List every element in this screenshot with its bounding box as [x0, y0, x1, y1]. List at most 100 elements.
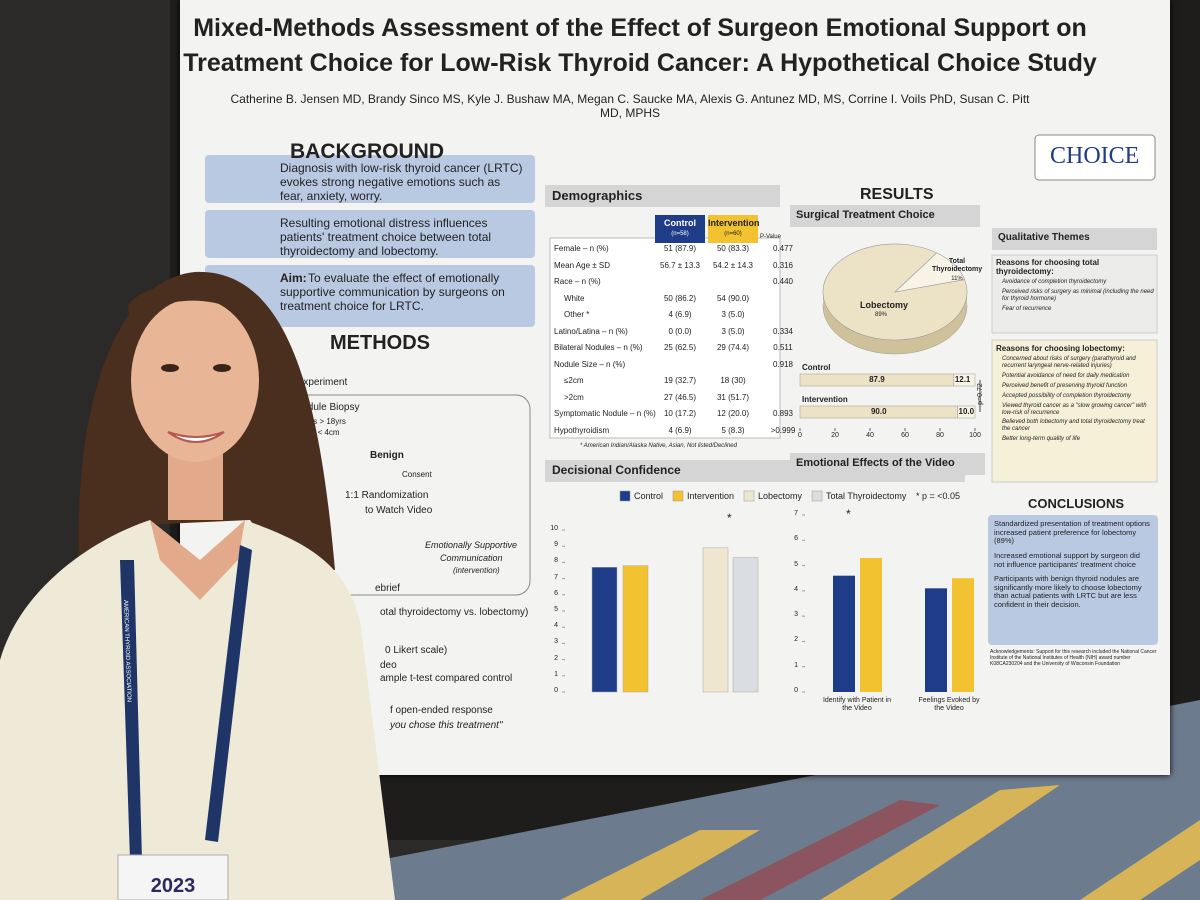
column-note: (n=58): [671, 231, 689, 237]
poster-graphics: [205, 134, 1158, 693]
bar: [591, 567, 618, 693]
pie-value: 89%: [875, 312, 888, 318]
eye: [161, 364, 179, 372]
x-tick-label: 80: [936, 432, 944, 439]
table-cell: 3 (5.0): [721, 326, 745, 336]
method-text: Communication: [440, 553, 503, 563]
y-tick-label: 4: [554, 622, 558, 630]
annotation: *: [846, 507, 851, 521]
bar: [732, 557, 759, 693]
method-text: otal thyroidectomy vs. lobectomy): [380, 607, 529, 618]
theme-group: Reasons for choosing total thyroidectomy…: [996, 258, 1154, 316]
carpet-stripe: [560, 830, 760, 900]
section-title: Demographics: [552, 188, 643, 203]
theme-box: [991, 254, 1158, 334]
y-tick-label: 7: [794, 510, 798, 517]
legend-swatch: [811, 490, 823, 502]
method-text: you chose this treatment": [390, 720, 503, 731]
carpet-stripe: [820, 785, 1060, 900]
x-tick-label: 0: [798, 432, 802, 439]
title: Mixed-Methods Assessment of the Effect o…: [193, 14, 1087, 42]
blouse: [0, 520, 395, 900]
bar-group-label: Intervention: [802, 395, 848, 404]
bar: [957, 405, 976, 419]
method-text: Benign: [370, 450, 404, 461]
theme-group: Reasons for choosing lobectomy: Concerned…: [996, 344, 1154, 446]
table-cell: ≤2cm: [564, 376, 584, 385]
theme-title: Reasons for choosing total thyroidectomy…: [996, 258, 1100, 277]
table-cell: Symptomatic Nodule – n (%): [554, 409, 656, 418]
legend-label: Intervention: [687, 491, 735, 501]
bullet: Resulting emotional distress influences …: [280, 216, 492, 258]
x-tick-label: Identify with Patient in the Video: [822, 697, 892, 713]
table-cell: 50 (86.2): [663, 293, 697, 303]
table-cell: 0.316: [772, 260, 794, 270]
column-header: P-Value: [760, 234, 781, 240]
column-note: (n=60): [724, 231, 742, 237]
theme-item: Perceived risks of surgery as minimal (i…: [1002, 289, 1154, 303]
table-cell: Nodule Size – n (%): [554, 359, 626, 369]
y-tick-label: 5: [554, 606, 558, 613]
neckline: [150, 520, 245, 600]
badge-year: 2023: [151, 875, 196, 897]
table-box: [549, 237, 781, 439]
x-tick-label: 60: [901, 432, 909, 439]
table-cell: Hypothyroidism: [554, 425, 610, 435]
section-header: [545, 185, 780, 207]
title: Treatment Choice for Low-Risk Thyroid Ca…: [183, 49, 1097, 77]
lanyard-text: AMERICAN THYROID ASSOCIATION: [122, 600, 132, 702]
section-title: Emotional Effects of the Video: [796, 457, 955, 469]
theme-item: Perceived benefit of preserving thyroid …: [1002, 382, 1128, 389]
pie-value: 11%: [951, 276, 963, 282]
method-text: ample t-test compared control: [380, 673, 513, 684]
info-box: [205, 155, 535, 203]
heading: CONCLUSIONS: [1028, 496, 1125, 511]
table-cell: Bilateral Nodules – n (%): [554, 343, 643, 352]
section-header: [790, 205, 980, 227]
table-cell: >2cm: [564, 392, 584, 402]
pie-label: Lobectomy: [860, 300, 909, 310]
table-cell: 5 (8.3): [721, 425, 745, 435]
theme-box: [991, 339, 1158, 483]
conclusion-item: Standardized presentation of treatment o…: [994, 519, 1150, 546]
method-text: to Watch Video: [365, 505, 433, 516]
table-cell: 3 (5.0): [721, 310, 745, 319]
method-text: 1:1 Randomization: [345, 490, 429, 501]
x-tick-label: 100: [969, 432, 981, 439]
table-cell: 54.2 ± 14.3: [713, 260, 753, 270]
table-cell: 12 (20.0): [716, 409, 750, 418]
table-cell: Race – n (%): [554, 277, 601, 286]
section-header: [790, 453, 985, 475]
lanyard: [120, 560, 142, 860]
y-tick-label: 6: [554, 589, 558, 597]
table-cell: 0.918: [772, 359, 794, 369]
method-text: f open-ended response: [390, 705, 493, 716]
theme-item: Fear of recurrence: [1002, 306, 1052, 313]
bar: [952, 578, 974, 692]
table-cell: 0.334: [772, 326, 794, 336]
y-tick-label: 2: [554, 654, 558, 662]
method-text: Emotionally Supportive: [425, 540, 518, 550]
y-tick-label: 3: [554, 638, 558, 646]
table-cell: 25 (62.5): [663, 343, 697, 352]
x-tick-label: 40: [866, 432, 874, 439]
method-text: 0 Likert scale): [385, 645, 448, 656]
table-cell: 29 (74.4): [716, 343, 750, 352]
x-tick-label: 20: [831, 432, 839, 439]
bar-label: 90.0: [870, 407, 887, 416]
pie-slice: [894, 252, 965, 293]
bar-group-label: Control: [802, 363, 831, 372]
y-tick-label: 2: [794, 636, 798, 644]
bar-label: 10.0: [958, 407, 975, 416]
theme-item: Viewed thyroid cancer as a "slow growing…: [1002, 402, 1147, 416]
authors: Catherine B. Jensen MD, Brandy Sinco MS,…: [230, 92, 1030, 120]
smile: [167, 431, 225, 443]
y-tick-label: 8: [554, 557, 558, 565]
section-title: Decisional Confidence: [552, 463, 681, 477]
legend-swatch: [619, 490, 631, 502]
footnote: * American Indian/Alaska Native, Asian, …: [580, 443, 737, 449]
y-tick-label: 5: [794, 560, 798, 568]
bar: [622, 565, 649, 693]
section-title: Qualitative Themes: [998, 232, 1090, 243]
table-cell: 51 (87.9): [663, 244, 697, 253]
